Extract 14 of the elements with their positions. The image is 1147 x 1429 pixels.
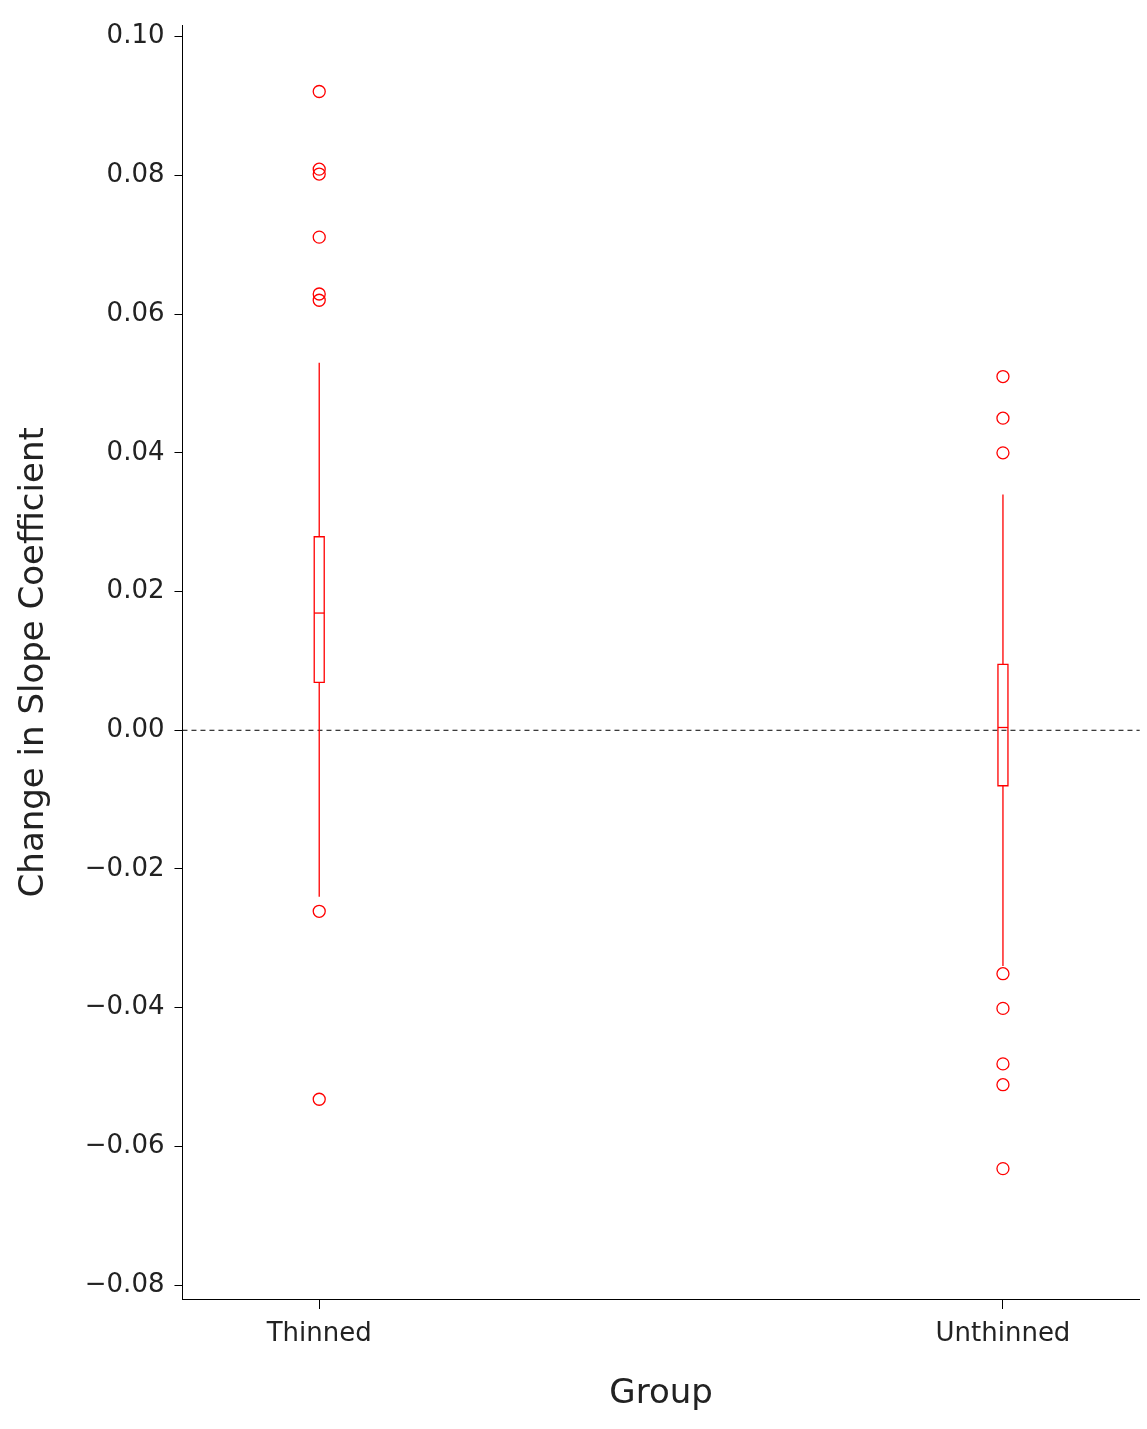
y-tick-label: −0.06 (84, 1129, 165, 1160)
x-tick-label: Thinned (265, 1317, 372, 1348)
y-tick-label: 0.08 (106, 158, 165, 189)
y-tick-label: 0.04 (106, 435, 165, 466)
y-axis-title: Change in Slope Coefficient (11, 427, 52, 898)
y-tick-label: 0.06 (106, 296, 165, 327)
x-tick-label: Unthinned (935, 1317, 1071, 1348)
y-tick-label: 0.10 (106, 19, 165, 50)
y-tick-label: −0.02 (84, 851, 165, 882)
y-tick-label: 0.02 (106, 574, 165, 605)
x-axis-title: Group (609, 1371, 713, 1412)
y-tick-label: −0.04 (84, 990, 165, 1021)
y-tick-label: −0.08 (84, 1267, 165, 1298)
y-tick-label: 0.00 (106, 713, 165, 744)
